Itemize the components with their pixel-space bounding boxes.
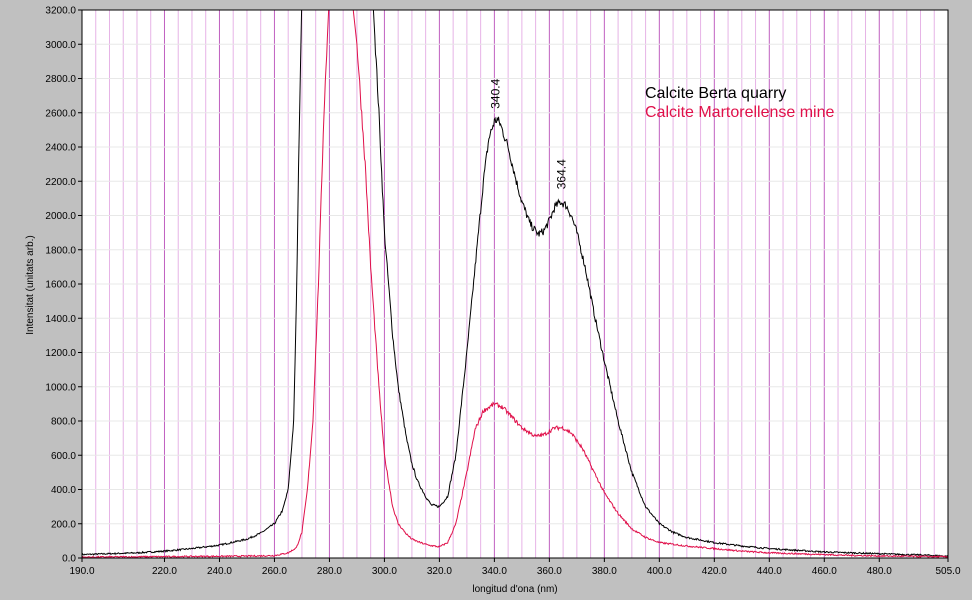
x-tick-label: 340.0 (482, 566, 507, 577)
series-line-berta (82, 10, 948, 558)
y-tick-label: 2000.0 (45, 211, 76, 222)
peak-label: 340.4 (488, 78, 502, 108)
legend-entry-berta: Calcite Berta quarry (645, 85, 786, 102)
x-tick-label: 260.0 (262, 566, 287, 577)
y-tick-label: 2600.0 (45, 108, 76, 119)
x-axis-label: longitud d'ona (nm) (472, 584, 557, 595)
x-tick-label: 360.0 (537, 566, 562, 577)
y-tick-label: 2200.0 (45, 177, 76, 188)
x-tick-label: 220.0 (152, 566, 177, 577)
x-tick-label: 380.0 (592, 566, 617, 577)
legend: Calcite Berta quarry Calcite Martorellen… (645, 85, 835, 121)
peak-label: 364.4 (554, 159, 568, 189)
x-tick-label: 300.0 (372, 566, 397, 577)
y-tick-label: 1400.0 (45, 314, 76, 325)
series-line-martorellense (82, 10, 948, 558)
y-tick-label: 1600.0 (45, 280, 76, 291)
x-tick-label: 320.0 (427, 566, 452, 577)
y-tick-label: 3000.0 (45, 40, 76, 51)
y-axis-label: Intensitat (unitats arb.) (25, 235, 36, 335)
x-tick-label: 400.0 (647, 566, 672, 577)
x-tick-label: 190.0 (69, 566, 94, 577)
y-tick-label: 1800.0 (45, 245, 76, 256)
series-layer (82, 10, 948, 558)
y-tick-label: 3200.0 (45, 6, 76, 17)
grid-lines (82, 10, 948, 558)
legend-entry-martorellense: Calcite Martorellense mine (645, 104, 835, 121)
x-tick-label: 420.0 (702, 566, 727, 577)
y-tick-label: 600.0 (51, 451, 76, 462)
x-tick-label: 505.0 (935, 566, 960, 577)
y-tick-label: 2400.0 (45, 143, 76, 154)
y-tick-label: 2800.0 (45, 74, 76, 85)
peak-annotations: 340.4 364.4 (488, 78, 568, 189)
y-tick-label: 1200.0 (45, 348, 76, 359)
x-tick-label: 480.0 (867, 566, 892, 577)
axes: 0.0 200.0 400.0 600.0 800.0 1000.0 1200.0 1400.… (45, 6, 961, 578)
x-tick-label: 280.0 (317, 566, 342, 577)
y-tick-label: 1000.0 (45, 382, 76, 393)
y-tick-label: 400.0 (51, 485, 76, 496)
x-tick-label: 240.0 (207, 566, 232, 577)
x-tick-label: 460.0 (812, 566, 837, 577)
y-tick-label: 0.0 (62, 554, 76, 565)
y-tick-label: 800.0 (51, 417, 76, 428)
x-tick-label: 440.0 (757, 566, 782, 577)
y-tick-label: 200.0 (51, 519, 76, 530)
